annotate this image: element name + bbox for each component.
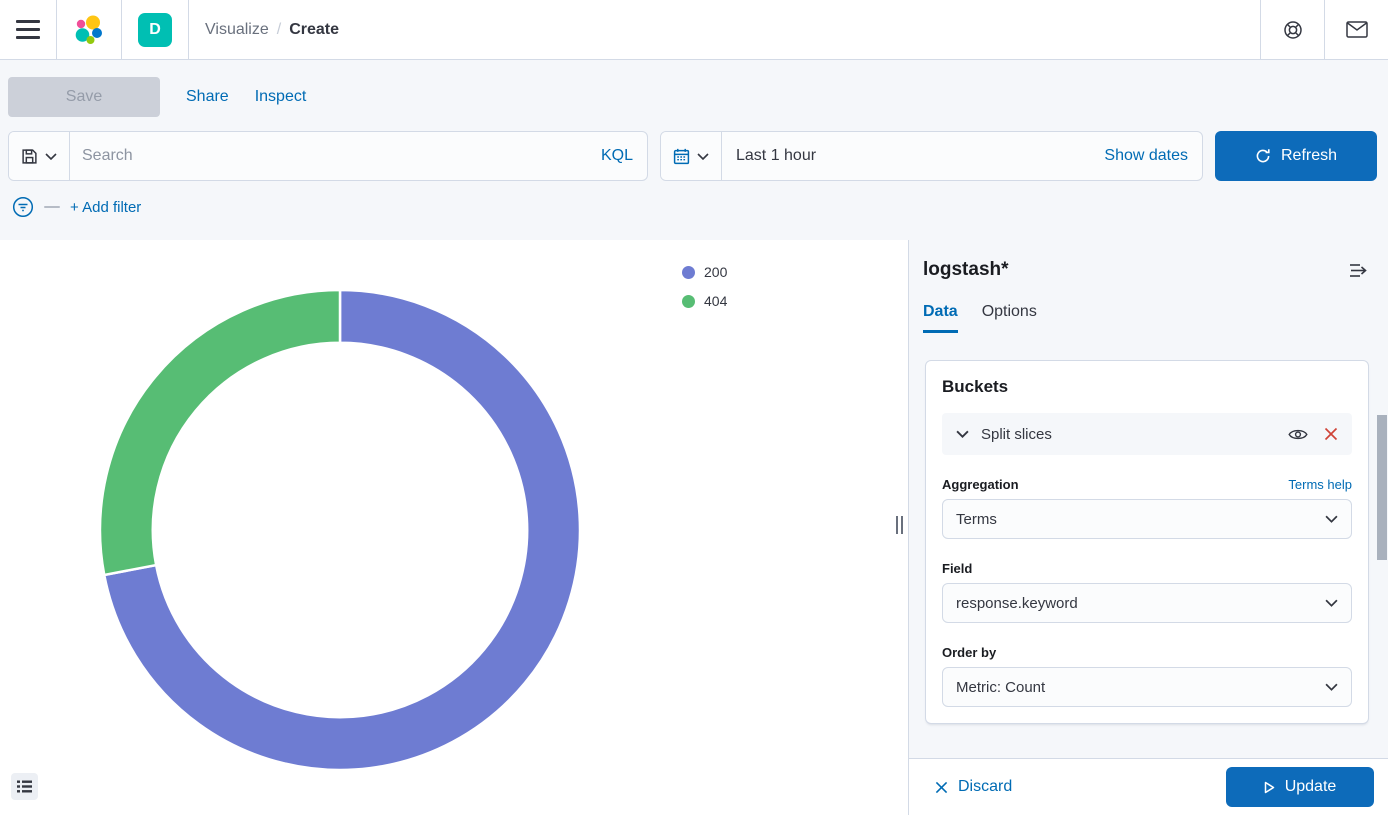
query-area: Save Share Inspect KQL (0, 60, 1388, 240)
refresh-label: Refresh (1280, 147, 1338, 164)
save-button[interactable]: Save (8, 77, 160, 117)
vis-editor-sidebar: logstash* Data Options Buckets (908, 240, 1388, 815)
space-badge[interactable]: D (138, 12, 172, 47)
search-field-group: KQL (8, 131, 648, 181)
split-slices-row[interactable]: Split slices (942, 413, 1352, 455)
saved-query-menu-button[interactable] (9, 132, 70, 180)
split-slices-label: Split slices (981, 425, 1052, 443)
share-button[interactable]: Share (186, 88, 229, 105)
breadcrumb: Visualize / Create (205, 21, 339, 39)
donut-slice-404[interactable] (98, 288, 342, 577)
order-by-value: Metric: Count (956, 678, 1046, 696)
space-selector[interactable]: D (122, 0, 189, 59)
chart-legend: 200 404 (682, 264, 727, 309)
list-icon (17, 780, 32, 793)
main-content: 200 404 logstash* (0, 240, 1388, 815)
inspect-button[interactable]: Inspect (254, 88, 307, 105)
add-filter-button[interactable]: + Add filter (70, 198, 142, 216)
legend-dot-200 (682, 265, 695, 279)
refresh-button[interactable]: Refresh (1215, 131, 1377, 181)
buckets-title: Buckets (942, 377, 1009, 396)
chevron-down-icon (956, 430, 969, 438)
play-icon (1264, 781, 1274, 793)
donut-slice-200[interactable] (102, 288, 582, 772)
legend-label: 404 (704, 293, 728, 309)
update-button[interactable]: Update (1226, 767, 1374, 807)
legend-label: 200 (704, 264, 728, 280)
chevron-down-icon (1325, 683, 1338, 691)
tab-data[interactable]: Data (923, 303, 958, 333)
breadcrumb-visualize[interactable]: Visualize (205, 20, 269, 38)
elastic-logo-button[interactable] (57, 0, 122, 59)
top-header: D Visualize / Create (0, 0, 1388, 60)
filter-bar: + Add filter (12, 196, 141, 218)
query-bar: KQL Last 1 hour Show dates (8, 131, 1377, 181)
vis-toolbar: Save Share Inspect (8, 77, 306, 117)
order-by-label: Order by (942, 645, 997, 660)
save-icon (22, 148, 37, 164)
aggregation-label: Aggregation (942, 477, 1019, 492)
help-button[interactable] (1260, 0, 1324, 59)
calendar-icon (673, 148, 690, 164)
aggregation-select[interactable]: Terms (942, 499, 1352, 539)
visualization-canvas: 200 404 (0, 240, 908, 815)
search-input[interactable] (70, 132, 587, 180)
discard-label: Discard (958, 778, 1013, 795)
legend-item-200[interactable]: 200 (682, 264, 727, 280)
field-label: Field (942, 561, 973, 576)
legend-toggle-button[interactable] (11, 773, 38, 800)
discard-button[interactable]: Discard (935, 778, 1012, 796)
sidebar-scrollbar[interactable] (1377, 415, 1387, 560)
chevron-down-icon (697, 152, 709, 160)
update-label: Update (1284, 778, 1337, 795)
elastic-logo-icon (75, 15, 102, 44)
show-dates-button[interactable]: Show dates (1104, 147, 1188, 164)
index-pattern-title: logstash* (923, 259, 1009, 280)
field-value: response.keyword (956, 594, 1078, 612)
order-by-select[interactable]: Metric: Count (942, 667, 1352, 707)
breadcrumb-create: Create (289, 20, 340, 38)
hamburger-icon[interactable] (16, 20, 40, 39)
field-select[interactable]: response.keyword (942, 583, 1352, 623)
newsfeed-button[interactable] (1324, 0, 1388, 59)
tab-options[interactable]: Options (981, 303, 1037, 320)
menu-button[interactable] (0, 0, 57, 59)
editor-footer: Discard Update (909, 758, 1388, 815)
breadcrumb-separator: / (276, 20, 282, 38)
terms-help-link[interactable]: Terms help (1288, 477, 1352, 492)
help-lifebuoy-icon (1283, 20, 1302, 39)
aggregation-value: Terms (956, 510, 997, 528)
legend-dot-404 (682, 294, 695, 308)
collapse-panel-icon[interactable] (1349, 263, 1368, 278)
donut-chart (98, 288, 582, 772)
mail-icon (1345, 21, 1368, 38)
date-quick-menu-button[interactable] (661, 132, 722, 180)
remove-bucket-x-icon[interactable] (1324, 427, 1338, 441)
date-picker-group: Last 1 hour Show dates (660, 131, 1203, 181)
time-range-value[interactable]: Last 1 hour (736, 147, 817, 164)
chevron-down-icon (45, 152, 57, 160)
filter-dash (44, 206, 60, 208)
refresh-icon (1256, 149, 1270, 163)
chevron-down-icon (1325, 599, 1338, 607)
buckets-card: Buckets Split slices (925, 360, 1369, 724)
panel-resize-handle[interactable] (896, 516, 903, 534)
legend-item-404[interactable]: 404 (682, 293, 727, 309)
x-icon (935, 781, 948, 793)
eye-visibility-icon[interactable] (1288, 428, 1308, 441)
kql-syntax-button[interactable]: KQL (600, 147, 633, 164)
sidebar-tabs: Data Options (909, 281, 1388, 333)
chevron-down-icon (1325, 515, 1338, 523)
filter-icon[interactable] (12, 196, 34, 218)
